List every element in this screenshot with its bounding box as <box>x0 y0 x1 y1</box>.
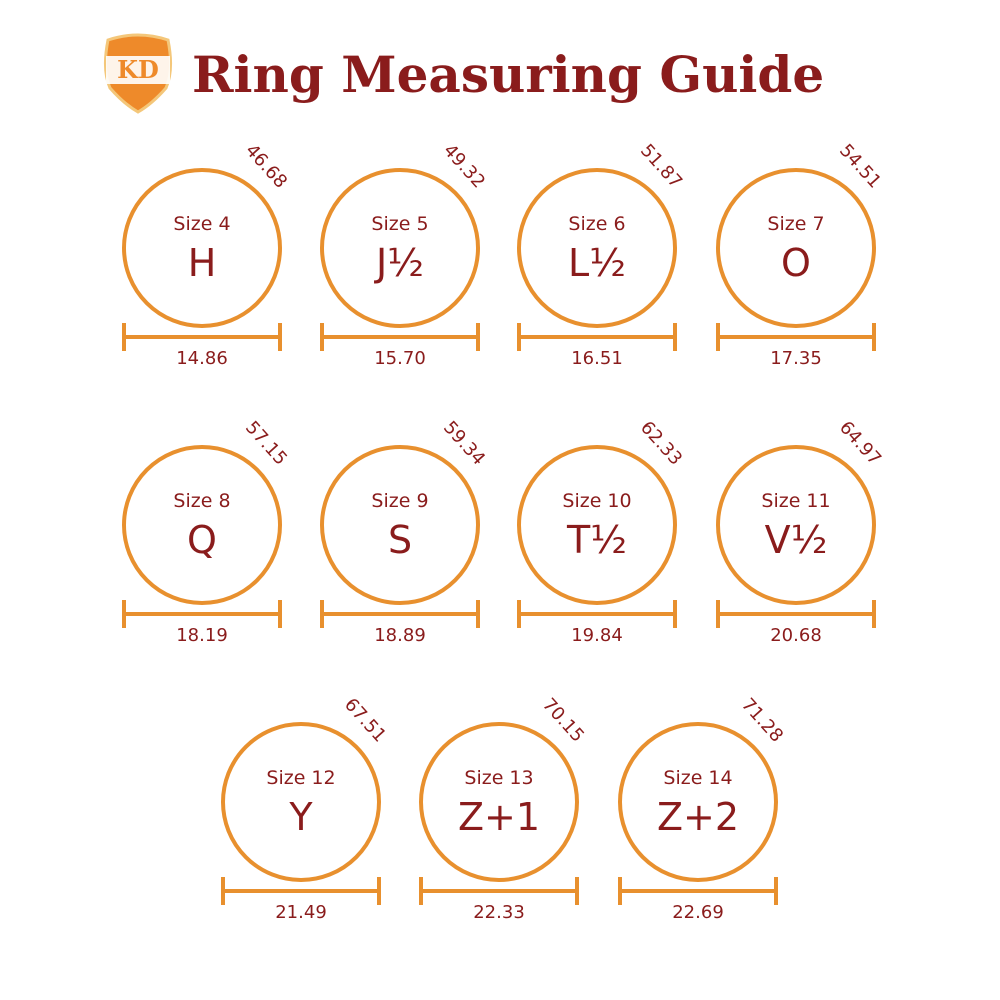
ring-diameter: 22.69 <box>672 902 724 923</box>
ring-diameter: 15.70 <box>374 348 426 369</box>
diameter-bar <box>122 323 282 351</box>
ring-diameter: 18.19 <box>176 625 228 646</box>
ring-diameter: 19.84 <box>571 625 623 646</box>
diameter-bar <box>517 600 677 628</box>
ring-size-label: Size 4 <box>173 213 230 235</box>
ring-letter: Q <box>187 518 217 562</box>
page-title: Ring Measuring Guide <box>192 45 824 104</box>
diameter-bar <box>618 877 778 905</box>
diameter-bar <box>419 877 579 905</box>
ring-diameter: 16.51 <box>571 348 623 369</box>
ring-letter: J½ <box>374 241 424 285</box>
ring-circle <box>618 722 778 882</box>
diameter-bar <box>320 600 480 628</box>
ring-letter: L½ <box>568 241 626 285</box>
ring-diameter: 14.86 <box>176 348 228 369</box>
ring-letter: Z+2 <box>657 795 739 839</box>
ring-size-label: Size 11 <box>761 490 830 512</box>
ring-circle <box>221 722 381 882</box>
ring-circle <box>716 445 876 605</box>
ring-letter: Z+1 <box>458 795 540 839</box>
ring-size-label: Size 10 <box>562 490 631 512</box>
ring-diameter: 21.49 <box>275 902 327 923</box>
ring-size-label: Size 14 <box>663 767 732 789</box>
ring-size-label: Size 12 <box>266 767 335 789</box>
diameter-bar <box>221 877 381 905</box>
ring-circle <box>122 168 282 328</box>
ring-size-label: Size 7 <box>767 213 824 235</box>
ring-size-label: Size 8 <box>173 490 230 512</box>
ring-circle <box>320 168 480 328</box>
ring-size-label: Size 13 <box>464 767 533 789</box>
ring-circle <box>716 168 876 328</box>
diameter-bar <box>320 323 480 351</box>
ring-size-label: Size 5 <box>371 213 428 235</box>
ring-diameter: 18.89 <box>374 625 426 646</box>
ring-letter: T½ <box>566 518 627 562</box>
ring-letter: H <box>188 241 217 285</box>
diameter-bar <box>716 323 876 351</box>
ring-circle <box>517 168 677 328</box>
ring-circle <box>419 722 579 882</box>
ring-diameter: 22.33 <box>473 902 525 923</box>
ring-letter: O <box>781 241 811 285</box>
ring-size-label: Size 9 <box>371 490 428 512</box>
ring-letter: V½ <box>765 518 828 562</box>
ring-diameter: 20.68 <box>770 625 822 646</box>
ring-size-label: Size 6 <box>568 213 625 235</box>
diameter-bar <box>716 600 876 628</box>
diameter-bar <box>122 600 282 628</box>
ring-diameter: 17.35 <box>770 348 822 369</box>
logo: KD <box>103 33 173 114</box>
ring-circle <box>517 445 677 605</box>
ring-circle <box>122 445 282 605</box>
diameter-bar <box>517 323 677 351</box>
ring-circle <box>320 445 480 605</box>
logo-text: KD <box>117 55 159 84</box>
ring-letter: S <box>388 518 412 562</box>
ring-letter: Y <box>288 795 313 839</box>
